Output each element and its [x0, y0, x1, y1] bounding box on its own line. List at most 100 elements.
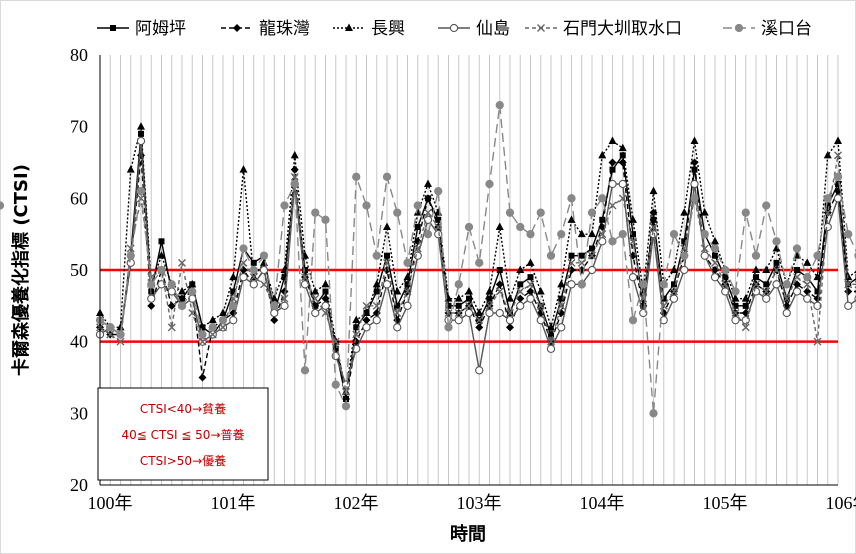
- data-point: [280, 201, 289, 210]
- legend-item: 龍珠灣: [221, 19, 310, 39]
- data-point: [198, 330, 207, 339]
- data-point: [496, 267, 503, 273]
- data-point: [301, 273, 309, 282]
- data-point: [485, 308, 494, 318]
- data-point: [722, 274, 729, 281]
- data-point: [690, 158, 699, 167]
- data-point: [239, 273, 248, 282]
- data-point: [475, 308, 484, 316]
- data-point: [516, 222, 525, 232]
- data-point: [772, 244, 781, 252]
- data-point: [536, 208, 545, 217]
- data-point: [362, 301, 371, 310]
- data-point: [404, 281, 411, 288]
- data-point: [772, 280, 781, 289]
- data-point: [449, 23, 459, 33]
- data-point: [710, 244, 720, 253]
- data-point: [587, 208, 597, 217]
- data-point: [834, 136, 842, 144]
- note-box-frame: [97, 387, 269, 481]
- data-point: [650, 216, 657, 223]
- data-point: [516, 265, 525, 273]
- data-point: [823, 150, 832, 159]
- data-point: [792, 244, 802, 253]
- data-point: [711, 258, 719, 267]
- data-point: [712, 252, 718, 259]
- data-point: [270, 301, 279, 310]
- data-point: [157, 265, 166, 275]
- data-point: [608, 158, 617, 167]
- data-point: [833, 172, 843, 181]
- data-point: [475, 323, 484, 332]
- legend-label: 長興: [371, 19, 405, 39]
- data-point: [731, 287, 740, 296]
- data-point: [619, 152, 626, 159]
- x-tick-label: 100年: [88, 493, 133, 513]
- data-point: [700, 251, 709, 260]
- data-point: [424, 179, 432, 187]
- data-point: [250, 259, 257, 266]
- data-point: [734, 23, 744, 33]
- data-point: [188, 309, 197, 317]
- data-point: [229, 301, 238, 310]
- data-point: [536, 301, 545, 310]
- x-tick-label: 101年: [211, 493, 256, 513]
- data-point: [782, 308, 791, 318]
- data-point: [280, 294, 289, 303]
- data-point: [495, 280, 504, 289]
- data-point: [690, 136, 699, 144]
- data-point: [546, 251, 556, 260]
- data-point: [823, 222, 832, 232]
- data-point: [527, 274, 534, 281]
- data-point: [485, 301, 494, 310]
- data-point: [557, 323, 566, 332]
- data-point: [629, 237, 637, 246]
- data-point: [721, 287, 730, 296]
- data-point: [198, 373, 207, 382]
- data-point: [536, 316, 545, 325]
- data-point: [403, 287, 412, 296]
- data-point: [445, 302, 452, 309]
- data-point: [751, 287, 761, 296]
- data-point: [475, 366, 484, 375]
- data-point: [362, 201, 371, 210]
- data-point: [495, 287, 504, 296]
- data-point: [732, 302, 739, 309]
- data-point: [382, 280, 392, 289]
- data-point: [110, 25, 116, 31]
- x-tick-label: 105年: [703, 493, 748, 513]
- data-point: [424, 194, 432, 203]
- data-point: [454, 316, 463, 325]
- data-point: [567, 258, 576, 267]
- data-point: [639, 294, 648, 303]
- data-point: [813, 301, 822, 310]
- data-point: [794, 267, 800, 273]
- note-mesotrophic: 40≦ CTSI ≦ 50→普養: [121, 427, 244, 442]
- data-point: [126, 251, 135, 260]
- data-point: [208, 323, 217, 332]
- data-point: [558, 295, 565, 302]
- data-point: [233, 24, 241, 32]
- data-point: [517, 281, 524, 288]
- note-eutrophic: CTSI>50→優養: [140, 453, 226, 468]
- data-point: [731, 294, 740, 302]
- data-point: [588, 251, 596, 260]
- data-point: [680, 208, 689, 216]
- data-point: [753, 274, 759, 281]
- data-point: [208, 315, 217, 324]
- data-point: [393, 323, 402, 332]
- data-point: [762, 201, 771, 210]
- data-point: [803, 294, 812, 303]
- data-point: [147, 294, 156, 303]
- legend-item: 仙島: [438, 19, 510, 39]
- data-point: [526, 258, 535, 266]
- data-point: [393, 287, 402, 295]
- data-point: [136, 187, 146, 196]
- data-point: [690, 194, 699, 203]
- data-point: [464, 222, 474, 232]
- note-oligotrophic: CTSI<40→貧養: [140, 401, 226, 416]
- y-tick-label: 30: [70, 403, 88, 423]
- data-point: [239, 244, 248, 253]
- data-point: [466, 295, 472, 302]
